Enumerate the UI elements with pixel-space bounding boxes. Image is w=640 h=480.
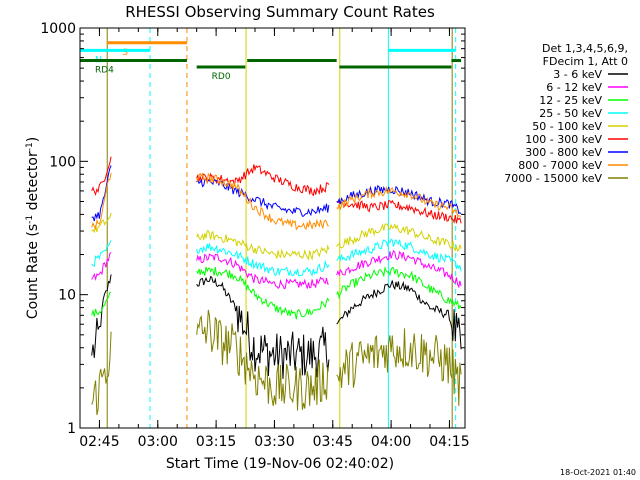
legend-entry-label: 7000 - 15000 keV bbox=[504, 172, 602, 185]
y-tick-label: 1000 bbox=[40, 21, 76, 37]
y-tick-label: 10 bbox=[58, 288, 76, 304]
series-line bbox=[91, 238, 462, 277]
legend-entry-label: 300 - 800 keV bbox=[525, 146, 602, 159]
chart-title: RHESSI Observing Summary Count Rates bbox=[125, 3, 435, 21]
y-axis-label-part: -1 bbox=[25, 142, 35, 151]
x-tick-label: 03:00 bbox=[138, 434, 178, 450]
x-tick-label: 04:15 bbox=[429, 434, 469, 450]
x-tick-label: 03:15 bbox=[196, 434, 236, 450]
x-tick-label: 03:30 bbox=[254, 434, 294, 450]
legend: Det 1,3,4,5,6,9,FDecim 1, Att 03 - 6 keV… bbox=[504, 42, 628, 185]
series-line bbox=[91, 156, 462, 224]
legend-entry-label: 6 - 12 keV bbox=[546, 81, 602, 94]
series-line bbox=[91, 274, 462, 379]
legend-header: FDecim 1, Att 0 bbox=[543, 55, 628, 68]
y-axis-label-part: ) bbox=[25, 137, 41, 142]
legend-entry-label: 3 - 6 keV bbox=[553, 68, 602, 81]
legend-entry-label: 12 - 25 keV bbox=[539, 94, 602, 107]
footer-timestamp: 18-Oct-2021 01:40 bbox=[560, 468, 636, 477]
flag-label: RD0 bbox=[212, 72, 231, 82]
y-axis-label-part: Count Rate (s bbox=[25, 224, 41, 319]
legend-entry-label: 100 - 300 keV bbox=[525, 133, 602, 146]
series-line bbox=[91, 172, 462, 231]
axes: 1 10 100 1000 02:45 03:00 03:15 03:30 03:45 04:00… bbox=[40, 21, 469, 450]
legend-entry-label: 50 - 100 keV bbox=[532, 120, 602, 133]
legend-entry-label: 25 - 50 keV bbox=[539, 107, 602, 120]
series-line bbox=[91, 249, 462, 290]
y-axis-label: Count Rate (s-1 detector-1) bbox=[25, 137, 41, 319]
x-axis-label: Start Time (19-Nov-06 02:40:02) bbox=[166, 456, 394, 472]
x-tick-label: 04:00 bbox=[371, 434, 411, 450]
series-line bbox=[91, 266, 462, 320]
y-tick-label: 100 bbox=[49, 154, 76, 170]
flag-label: RD4 bbox=[95, 66, 114, 76]
plot-area: SNRD4RD0 bbox=[80, 28, 462, 428]
y-axis-label-part: -1 bbox=[25, 215, 35, 224]
series-line bbox=[91, 309, 462, 416]
y-axis-label-part: detector bbox=[25, 151, 41, 215]
y-tick-label: 1 bbox=[67, 421, 76, 437]
flag-label: S bbox=[122, 48, 128, 58]
x-tick-label: 03:45 bbox=[313, 434, 353, 450]
legend-entry-label: 800 - 7000 keV bbox=[518, 159, 602, 172]
plot-frame bbox=[79, 27, 466, 429]
x-tick-label: 02:45 bbox=[79, 434, 119, 450]
legend-header: Det 1,3,4,5,6,9, bbox=[542, 42, 628, 55]
